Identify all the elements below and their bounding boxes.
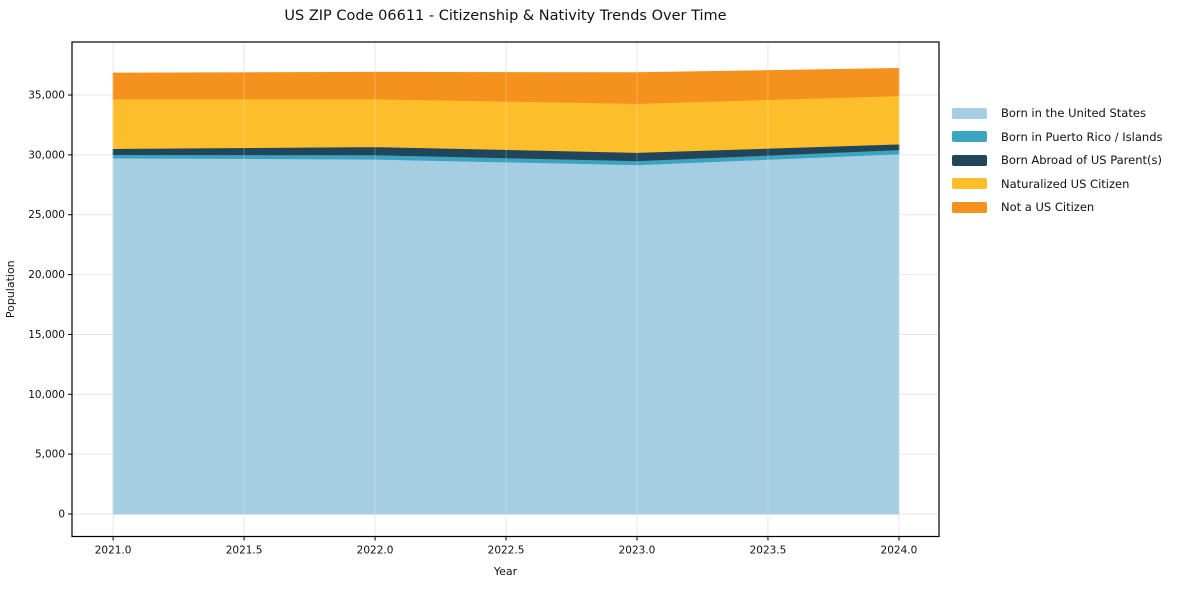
x-tick-label: 2022.0 <box>357 545 394 557</box>
x-tick-label: 2023.5 <box>750 545 787 557</box>
y-tick-label: 5,000 <box>35 449 65 461</box>
legend-item-born-in-puerto-rico-islands: Born in Puerto Rico / Islands <box>952 130 1163 144</box>
legend-swatch <box>952 107 987 119</box>
plot-border <box>71 41 940 538</box>
legend-swatch <box>952 178 987 189</box>
chart-title: US ZIP Code 06611 - Citizenship & Nativi… <box>284 8 727 24</box>
y-tick-label: 10,000 <box>28 389 65 401</box>
legend-label: Naturalized US Citizen <box>1001 176 1130 191</box>
legend-item-born-in-the-united-states: Born in the United States <box>952 106 1163 120</box>
x-tick-label: 2022.5 <box>488 545 525 557</box>
legend-label: Born in Puerto Rico / Islands <box>1001 129 1163 144</box>
y-axis-label: Population <box>4 260 17 318</box>
y-tick-label: 20,000 <box>28 269 65 281</box>
legend-swatch <box>952 131 987 142</box>
y-tick-label: 25,000 <box>28 209 65 221</box>
legend-item-naturalized-us-citizen: Naturalized US Citizen <box>952 177 1163 191</box>
y-tick-label: 30,000 <box>28 149 65 161</box>
y-tick-label: 35,000 <box>28 90 65 102</box>
y-tick-label: 0 <box>58 508 65 520</box>
legend: Born in the United States Born in Puerto … <box>952 106 1163 224</box>
legend-label: Born in the United States <box>1001 106 1146 120</box>
x-tick-label: 2023.0 <box>619 545 656 557</box>
legend-item-born-abroad-of-us-parent-s: Born Abroad of US Parent(s) <box>952 153 1163 167</box>
legend-swatch <box>952 154 987 166</box>
x-axis-label: Year <box>493 565 518 578</box>
legend-item-not-a-us-citizen: Not a US Citizen <box>952 200 1163 214</box>
area-not-a-us-citizen <box>112 67 900 104</box>
x-tick-label: 2024.0 <box>881 545 918 557</box>
x-tick-label: 2021.0 <box>95 545 132 557</box>
legend-swatch <box>952 201 987 213</box>
y-tick-label: 15,000 <box>28 329 65 341</box>
legend-label: Not a US Citizen <box>1001 200 1095 214</box>
legend-label: Born Abroad of US Parent(s) <box>1001 153 1162 167</box>
x-tick-label: 2021.5 <box>226 545 263 557</box>
